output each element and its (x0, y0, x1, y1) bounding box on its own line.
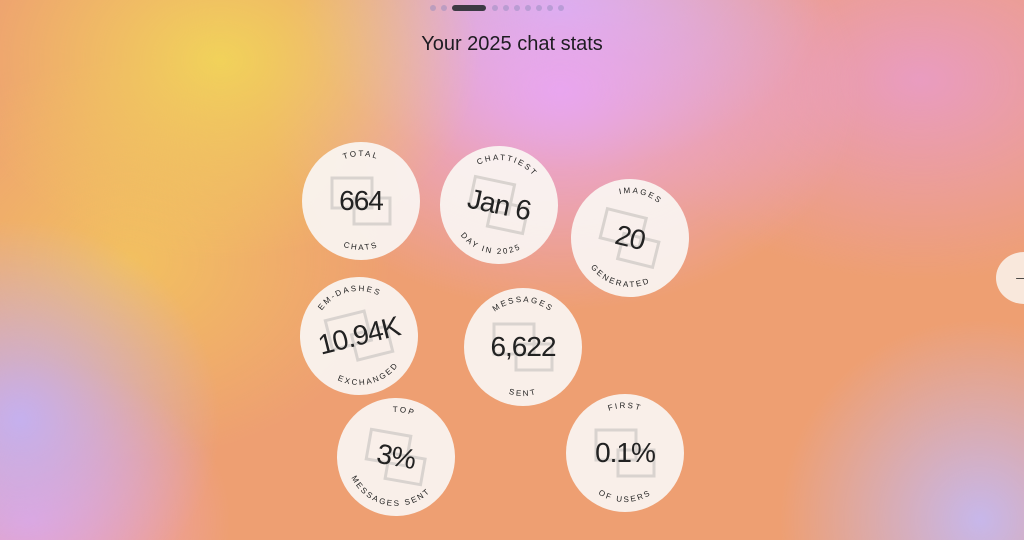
stat-value: 6,622 (490, 331, 556, 362)
chat-documents-icon (330, 176, 392, 226)
page-dot[interactable] (514, 5, 520, 11)
next-button[interactable]: → (996, 252, 1024, 304)
stat-circle: TOTAL CHATS 664 (302, 142, 420, 260)
page-dot[interactable] (536, 5, 542, 11)
stat-value: 664 (339, 185, 384, 216)
stat-bottom-label: CHATS (343, 240, 380, 252)
page-dot[interactable] (547, 5, 553, 11)
stat-circle: TOP MESSAGES SENT 3% (327, 388, 465, 526)
message-bubble-icon (492, 322, 554, 372)
page-dot[interactable] (525, 5, 531, 11)
image-icon (598, 206, 661, 270)
page-dot[interactable] (492, 5, 498, 11)
page-dot-active[interactable] (452, 5, 486, 11)
stat-circle: IMAGES GENERATED 20 (558, 166, 702, 310)
stat-circle: MESSAGES SENT 6,622 (464, 288, 582, 406)
page-dot[interactable] (430, 5, 436, 11)
page-dot[interactable] (558, 5, 564, 11)
page-title: Your 2025 chat stats (421, 33, 603, 55)
stat-bottom-label: SENT (508, 387, 538, 398)
page-dot[interactable] (441, 5, 447, 11)
arrow-right-icon: → (1012, 265, 1024, 287)
stat-circle: FIRST OF USERS 0.1% (566, 394, 684, 512)
calendar-icon (467, 174, 530, 236)
page-dot[interactable] (503, 5, 509, 11)
medal-icon (594, 428, 656, 478)
stat-circle: EM-DASHES EXCHANGED 10.94K (287, 264, 431, 408)
page-indicator[interactable] (0, 5, 1024, 11)
stat-top-label: TOTAL (342, 149, 381, 161)
stat-value: 3% (374, 437, 418, 476)
stat-top-label: FIRST (607, 401, 643, 413)
dash-icon (323, 309, 395, 362)
stat-circle: CHATTIEST DAY IN 2025 Jan 6 (429, 135, 569, 275)
stat-value: 10.94K (314, 310, 403, 361)
stat-value: Jan 6 (464, 182, 534, 227)
stat-value: 0.1% (595, 437, 656, 468)
trophy-icon (364, 427, 427, 487)
